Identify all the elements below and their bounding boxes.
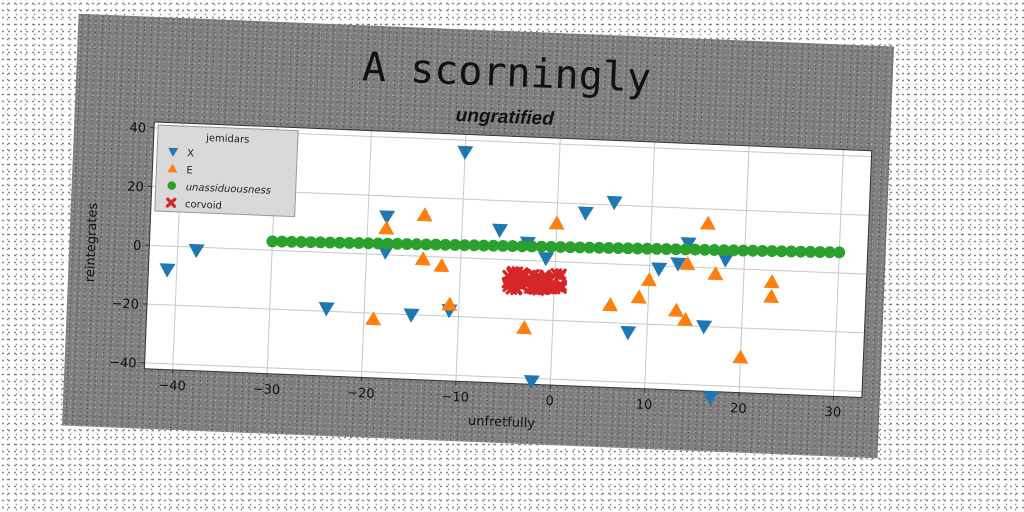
y-tick-label: 20 bbox=[127, 180, 144, 196]
legend-item-label: corvoid bbox=[185, 199, 222, 211]
chart-title: ungratified bbox=[455, 105, 554, 130]
x-tick-label: −10 bbox=[441, 390, 469, 406]
x-tick-label: 10 bbox=[635, 397, 652, 413]
x-tick-label: −30 bbox=[252, 382, 280, 398]
legend-item-label: X bbox=[187, 148, 194, 159]
legend-title: jemidars bbox=[205, 133, 250, 146]
x-tick-label: 20 bbox=[730, 401, 747, 417]
x-tick-label: −40 bbox=[158, 378, 186, 394]
legend-item-label: E bbox=[186, 165, 193, 176]
y-tick-label: −20 bbox=[111, 297, 139, 313]
y-axis-label: reintegrates bbox=[83, 202, 101, 282]
y-tick-label: 0 bbox=[133, 239, 142, 254]
x-tick-label: 0 bbox=[545, 394, 554, 409]
series-corvoid bbox=[503, 267, 566, 295]
chart-suptitle: A scorningly bbox=[361, 44, 652, 102]
chart-figure: A scorningly ungratified −40 −30 −20 −10 0 10… bbox=[62, 14, 894, 458]
x-tick-label: 30 bbox=[824, 405, 841, 421]
y-tick-label: 40 bbox=[129, 121, 146, 137]
x-tick-label: −20 bbox=[347, 386, 375, 402]
x-axis-label: unfretfully bbox=[468, 414, 536, 432]
scatter-chart: A scorningly ungratified −40 −30 −20 −10 0 10… bbox=[62, 14, 894, 458]
data-point bbox=[702, 391, 719, 406]
legend: jemidars XEunassiduousnesscorvoid bbox=[155, 125, 298, 217]
y-tick-label: −40 bbox=[109, 355, 137, 371]
